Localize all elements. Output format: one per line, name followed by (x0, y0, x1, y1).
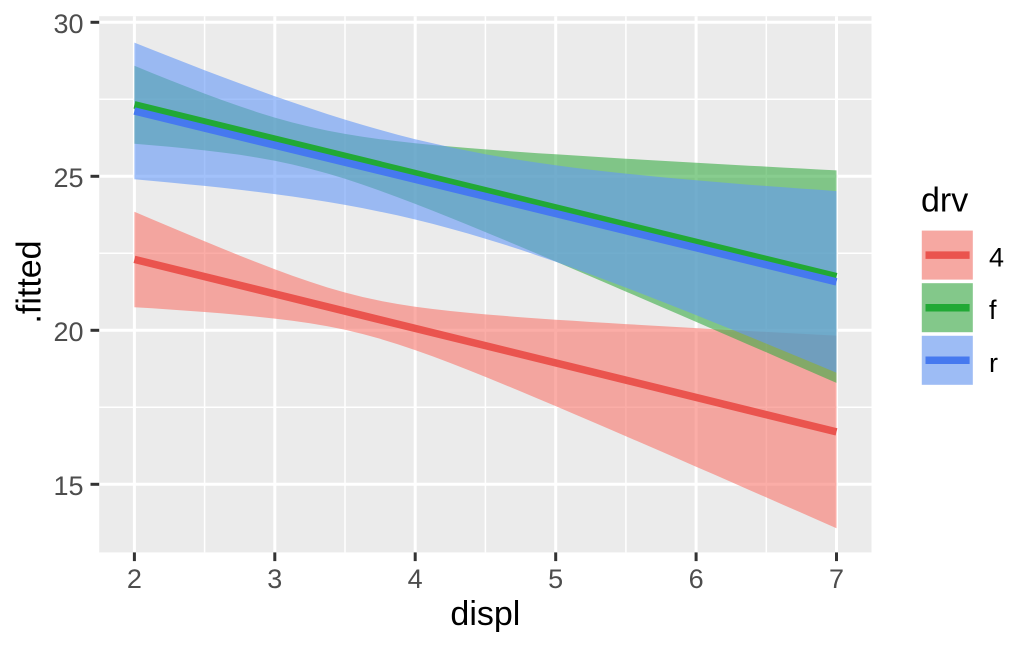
svg-text:5: 5 (548, 564, 563, 594)
svg-text:30: 30 (53, 9, 83, 39)
svg-text:f: f (989, 295, 997, 325)
svg-text:displ: displ (450, 595, 520, 633)
svg-text:20: 20 (53, 317, 83, 347)
svg-text:3: 3 (267, 564, 282, 594)
svg-text:r: r (989, 348, 998, 378)
svg-text:.fitted: .fitted (11, 240, 49, 323)
svg-text:7: 7 (829, 564, 844, 594)
svg-text:2: 2 (127, 564, 142, 594)
svg-text:6: 6 (689, 564, 704, 594)
svg-text:15: 15 (53, 471, 83, 501)
svg-text:4: 4 (408, 564, 423, 594)
svg-text:4: 4 (989, 243, 1004, 273)
svg-text:25: 25 (53, 163, 83, 193)
svg-text:drv: drv (921, 182, 968, 220)
